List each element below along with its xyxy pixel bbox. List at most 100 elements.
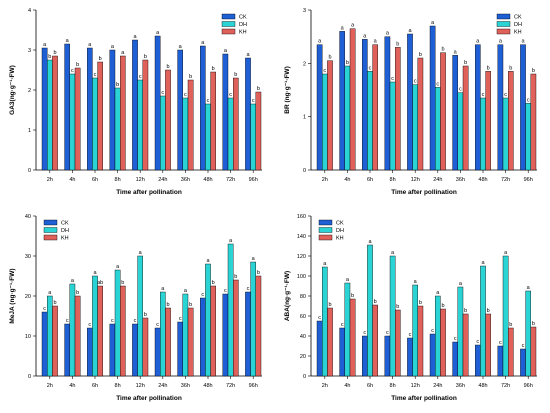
significance-letter: b [257,270,260,276]
significance-letter: a [368,239,372,245]
significance-letter: b [76,62,79,68]
bar-ck [361,335,368,377]
significance-letter: b [53,50,56,56]
x-tick-label: 96h [249,383,258,389]
legend-label-kh: KH [239,30,247,36]
bar-dh [322,73,328,171]
significance-letter: a [161,286,165,292]
bar-kh [507,327,514,377]
bar-ck [452,55,459,171]
significance-letter: a [414,279,418,285]
significance-letter: a [374,39,378,45]
significance-letter: a [133,34,137,40]
x-tick-label: 36h [181,383,190,389]
significance-letter: c [504,92,507,98]
bar-kh [349,298,356,377]
bar-kh [74,295,81,377]
significance-letter: a [499,39,503,45]
x-tick-label: 4h [69,177,75,183]
y-tick-label: 10 [25,334,31,340]
significance-letter: a [363,33,367,39]
bar-ck [245,291,251,377]
y-tick-label: 0 [303,374,306,380]
bar-kh [255,275,262,377]
bar-ck [64,43,70,171]
bar-kh [440,52,446,171]
bar-dh [412,284,419,377]
significance-letter: c [207,98,210,104]
legend-swatch-dh [496,21,511,27]
legend-label-dh: DH [61,228,69,234]
bar-dh [502,97,509,171]
bar-dh [457,92,464,171]
legend-label-ck: CK [239,15,247,21]
significance-letter: c [369,65,372,71]
significance-letter: b [532,321,535,327]
bar-dh [412,84,419,171]
significance-letter: a [156,30,160,36]
bar-dh [92,275,98,377]
significance-letter: a [346,277,350,283]
x-axis-label: Time after pollination [391,189,457,196]
significance-letter: c [409,332,412,338]
significance-letter: a [436,290,440,296]
significance-letter: b [234,274,237,280]
significance-letter: a [521,39,525,45]
legend-label-kh: KH [336,236,344,242]
bar-ck [154,327,161,377]
significance-letter: b [99,56,102,62]
bar-kh [462,313,469,377]
significance-letter: c [139,74,142,80]
significance-letter: b [532,68,535,74]
bar-dh [250,261,257,377]
significance-letter: a [48,290,52,296]
significance-letter: b [509,65,512,71]
significance-letter: b [396,304,399,310]
bar-ck [177,321,184,377]
legend-swatch-ck [221,13,236,20]
bar-dh [205,263,211,377]
x-tick-label: 12h [136,383,145,389]
significance-letter: c [88,322,91,328]
x-axis-label: Time after pollination [116,189,182,196]
bar-kh [417,57,424,171]
x-tick-label: 24h [433,383,442,389]
significance-letter: a [391,250,395,256]
x-tick-label: 6h [92,177,98,183]
bar-dh [227,97,234,171]
significance-letter: b [121,280,124,286]
significance-letter: c [184,92,187,98]
x-tick-label: 48h [478,177,487,183]
bar-kh [530,73,537,171]
x-tick-label: 96h [524,383,533,389]
chart-br: 0123acb2haba4haca6hacb8hacb12hacb24hacb3… [284,8,537,196]
legend-swatch-dh [43,227,58,233]
x-tick-label: 96h [524,177,533,183]
significance-letter: a [71,278,75,284]
x-tick-label: 4h [69,383,75,389]
bar-dh [114,269,121,377]
legend-swatch-kh [318,234,333,241]
bar-ck [109,49,116,171]
x-axis-label: Time after pollination [391,395,457,402]
significance-letter: c [436,81,439,87]
bar-kh [507,71,514,171]
bar-kh [119,55,126,171]
legend-swatch-kh [496,28,511,35]
significance-letter: c [391,76,394,82]
panel-aba: 0 20 40 60 80 100 120 140 160 c a b 2h c a b 4h c a b 6h c a b 8… [275,206,550,412]
significance-letter: a [252,256,256,262]
bar-dh [159,291,166,377]
bar-ck [339,31,345,171]
bar-dh [434,87,441,171]
bar-kh [485,313,492,377]
legend-swatch-dh [318,227,333,233]
significance-letter: c [247,286,250,292]
significance-letter: c [43,306,46,312]
bar-ck [384,335,391,377]
significance-letter: b [189,74,192,80]
legend-swatch-kh [43,234,58,241]
y-tick-label: 1 [28,128,31,134]
bar-ck [384,36,391,171]
